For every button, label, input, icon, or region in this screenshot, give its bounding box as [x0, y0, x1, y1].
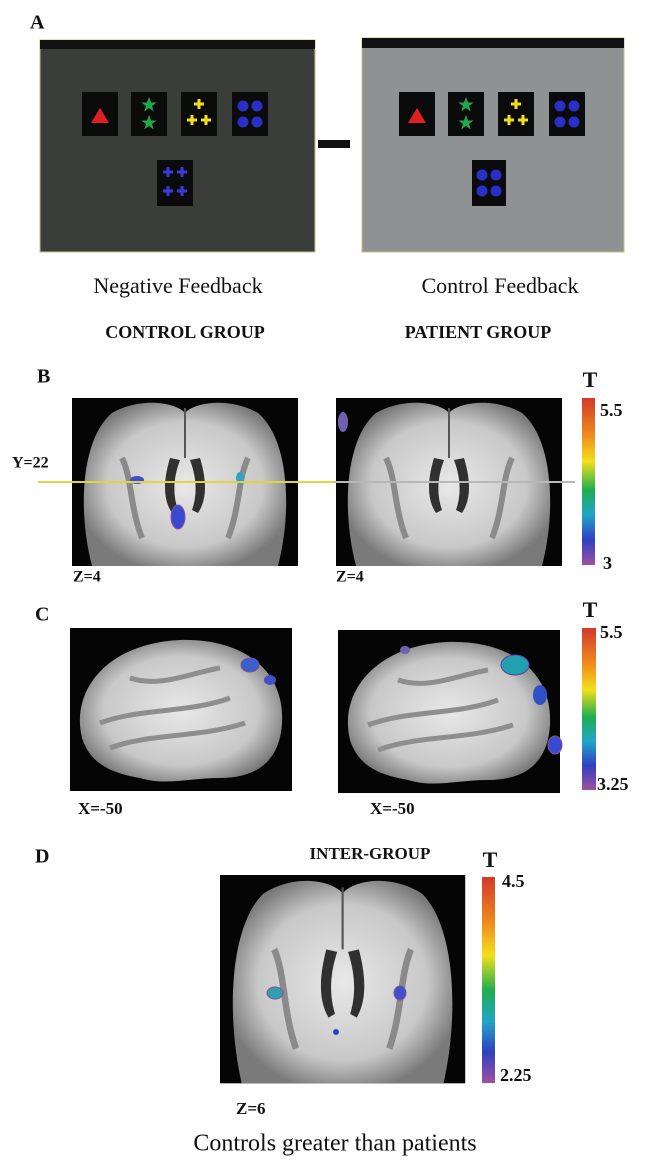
slice-label: Z=6: [236, 1099, 266, 1118]
panel-label: D: [35, 846, 49, 868]
colorbar: [582, 398, 595, 565]
ellipse-shape: [501, 655, 529, 675]
rect-shape: [472, 160, 506, 206]
group-title: CONTROL GROUP: [105, 322, 265, 342]
brain-sagittal: [70, 628, 292, 791]
ellipse-shape: [267, 987, 283, 999]
circle-shape: [477, 186, 488, 197]
colorbar-max: 5.5: [600, 622, 623, 642]
panel-label: B: [37, 366, 50, 388]
screen-negative: [40, 40, 315, 252]
line-label: Y=22: [12, 455, 49, 472]
colorbar-title: T: [483, 847, 498, 872]
minus-sign: [318, 140, 350, 148]
page: Feedback figure {"panel_a": {"label": "A…: [0, 0, 670, 1164]
colorbar-max: 5.5: [600, 400, 623, 420]
slice-label: Z=4: [73, 569, 101, 586]
caption: Control Feedback: [421, 273, 578, 298]
body: A Negative Feedback Control Feedback CON…: [0, 0, 670, 1164]
ellipse-shape: [548, 736, 562, 754]
panel-label: C: [35, 604, 49, 626]
slice-label: Z=4: [336, 569, 364, 586]
colorbar-title: T: [583, 367, 598, 392]
ellipse-shape: [264, 675, 276, 685]
brain-sagittal: [338, 630, 560, 793]
rect-shape: [157, 160, 193, 206]
colorbar-min: 3.25: [597, 774, 629, 794]
screen-control: [362, 38, 624, 252]
ellipse-shape: [533, 685, 547, 705]
colorbar: [582, 628, 596, 790]
ellipse-shape: [241, 658, 259, 672]
use-shape: [220, 875, 465, 1083]
panel-title: INTER-GROUP: [310, 844, 431, 863]
ellipse-shape: [394, 986, 406, 1000]
colorbar-min: 3: [603, 553, 612, 573]
ellipse-shape: [333, 1029, 339, 1035]
card-target: [157, 160, 193, 206]
caption: Controls greater than patients: [193, 1131, 476, 1157]
colorbar: [482, 877, 495, 1083]
brain-axial: [220, 875, 465, 1083]
colorbar-title: T: [583, 597, 598, 622]
card-target: [472, 160, 506, 206]
figure: A Negative Feedback Control Feedback CON…: [0, 0, 670, 1164]
screen-bar: [362, 38, 624, 48]
ellipse-shape: [171, 505, 185, 529]
ellipse-shape: [338, 412, 348, 432]
slice-label: X=-50: [370, 799, 415, 818]
caption: Negative Feedback: [93, 273, 262, 298]
circle-shape: [491, 186, 502, 197]
colorbar-max: 4.5: [502, 871, 525, 891]
circle-shape: [477, 170, 488, 181]
colorbar-min: 2.25: [500, 1065, 532, 1085]
screen-bar: [40, 40, 315, 49]
group-title: PATIENT GROUP: [405, 322, 552, 342]
slice-label: X=-50: [78, 799, 123, 818]
ellipse-shape: [400, 646, 410, 654]
panel-label: A: [30, 12, 45, 34]
circle-shape: [491, 170, 502, 181]
